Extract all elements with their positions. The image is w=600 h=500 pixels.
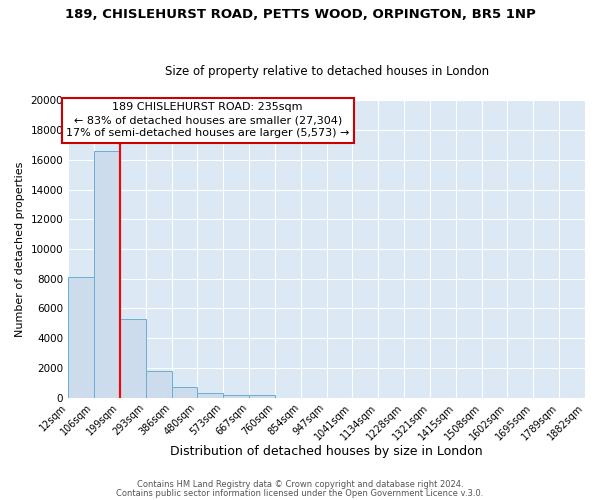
Bar [146, 371, 172, 398]
Bar [249, 396, 275, 398]
Bar [197, 393, 223, 398]
Bar [68, 278, 94, 398]
Text: Contains HM Land Registry data © Crown copyright and database right 2024.: Contains HM Land Registry data © Crown c… [137, 480, 463, 489]
Bar [120, 319, 146, 398]
Bar [223, 394, 249, 398]
Bar [94, 151, 120, 398]
Text: Contains public sector information licensed under the Open Government Licence v.: Contains public sector information licen… [116, 488, 484, 498]
Text: 189, CHISLEHURST ROAD, PETTS WOOD, ORPINGTON, BR5 1NP: 189, CHISLEHURST ROAD, PETTS WOOD, ORPIN… [65, 8, 535, 20]
X-axis label: Distribution of detached houses by size in London: Distribution of detached houses by size … [170, 444, 483, 458]
Title: Size of property relative to detached houses in London: Size of property relative to detached ho… [164, 66, 488, 78]
Text: 189 CHISLEHURST ROAD: 235sqm
← 83% of detached houses are smaller (27,304)
17% o: 189 CHISLEHURST ROAD: 235sqm ← 83% of de… [66, 102, 349, 139]
Y-axis label: Number of detached properties: Number of detached properties [15, 162, 25, 336]
Bar [172, 387, 197, 398]
